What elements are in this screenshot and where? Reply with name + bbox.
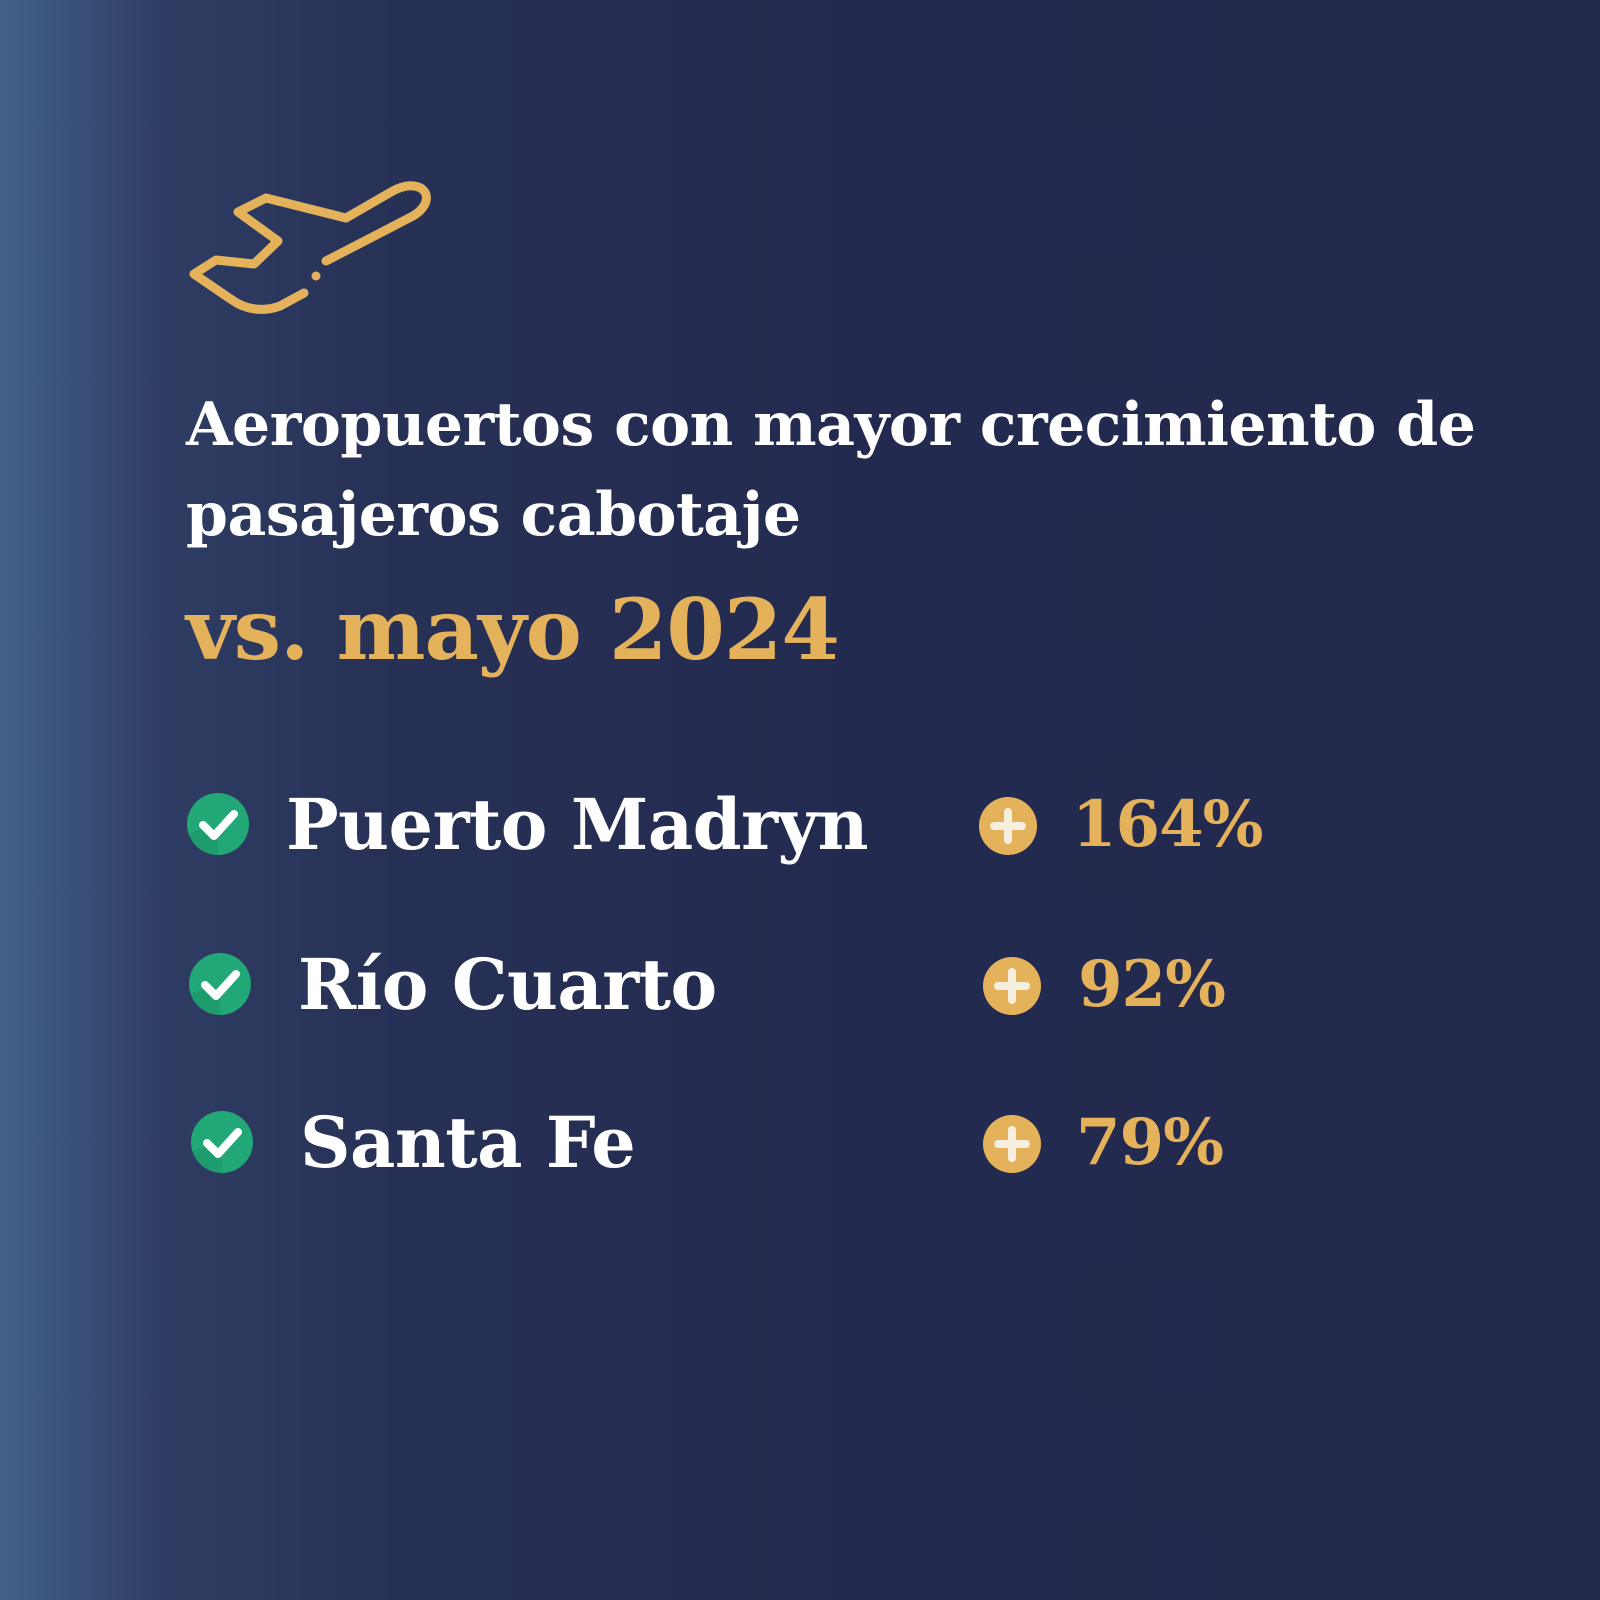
growth-percent: 79% xyxy=(1076,1105,1224,1180)
airport-name: Puerto Madryn xyxy=(286,783,869,866)
plus-circle-icon xyxy=(983,1115,1041,1173)
page-title: Aeropuertos con mayor crecimiento de pas… xyxy=(186,390,1476,550)
airport-name: Río Cuarto xyxy=(298,943,717,1026)
airport-name: Santa Fe xyxy=(300,1101,636,1184)
plus-circle-icon xyxy=(979,797,1037,855)
check-circle-icon xyxy=(191,1111,253,1173)
check-circle-icon xyxy=(189,953,251,1015)
list-item: Río Cuarto 92% xyxy=(188,940,1288,1030)
list-item: Santa Fe 79% xyxy=(190,1098,1290,1188)
growth-percent: 164% xyxy=(1072,787,1263,862)
page-subtitle: vs. mayo 2024 xyxy=(186,580,840,679)
growth-percent: 92% xyxy=(1078,947,1226,1022)
check-circle-icon xyxy=(187,793,249,855)
airplane-takeoff-icon xyxy=(189,181,431,314)
list-item: Puerto Madryn 164% xyxy=(186,780,1286,870)
plus-circle-icon xyxy=(983,957,1041,1015)
